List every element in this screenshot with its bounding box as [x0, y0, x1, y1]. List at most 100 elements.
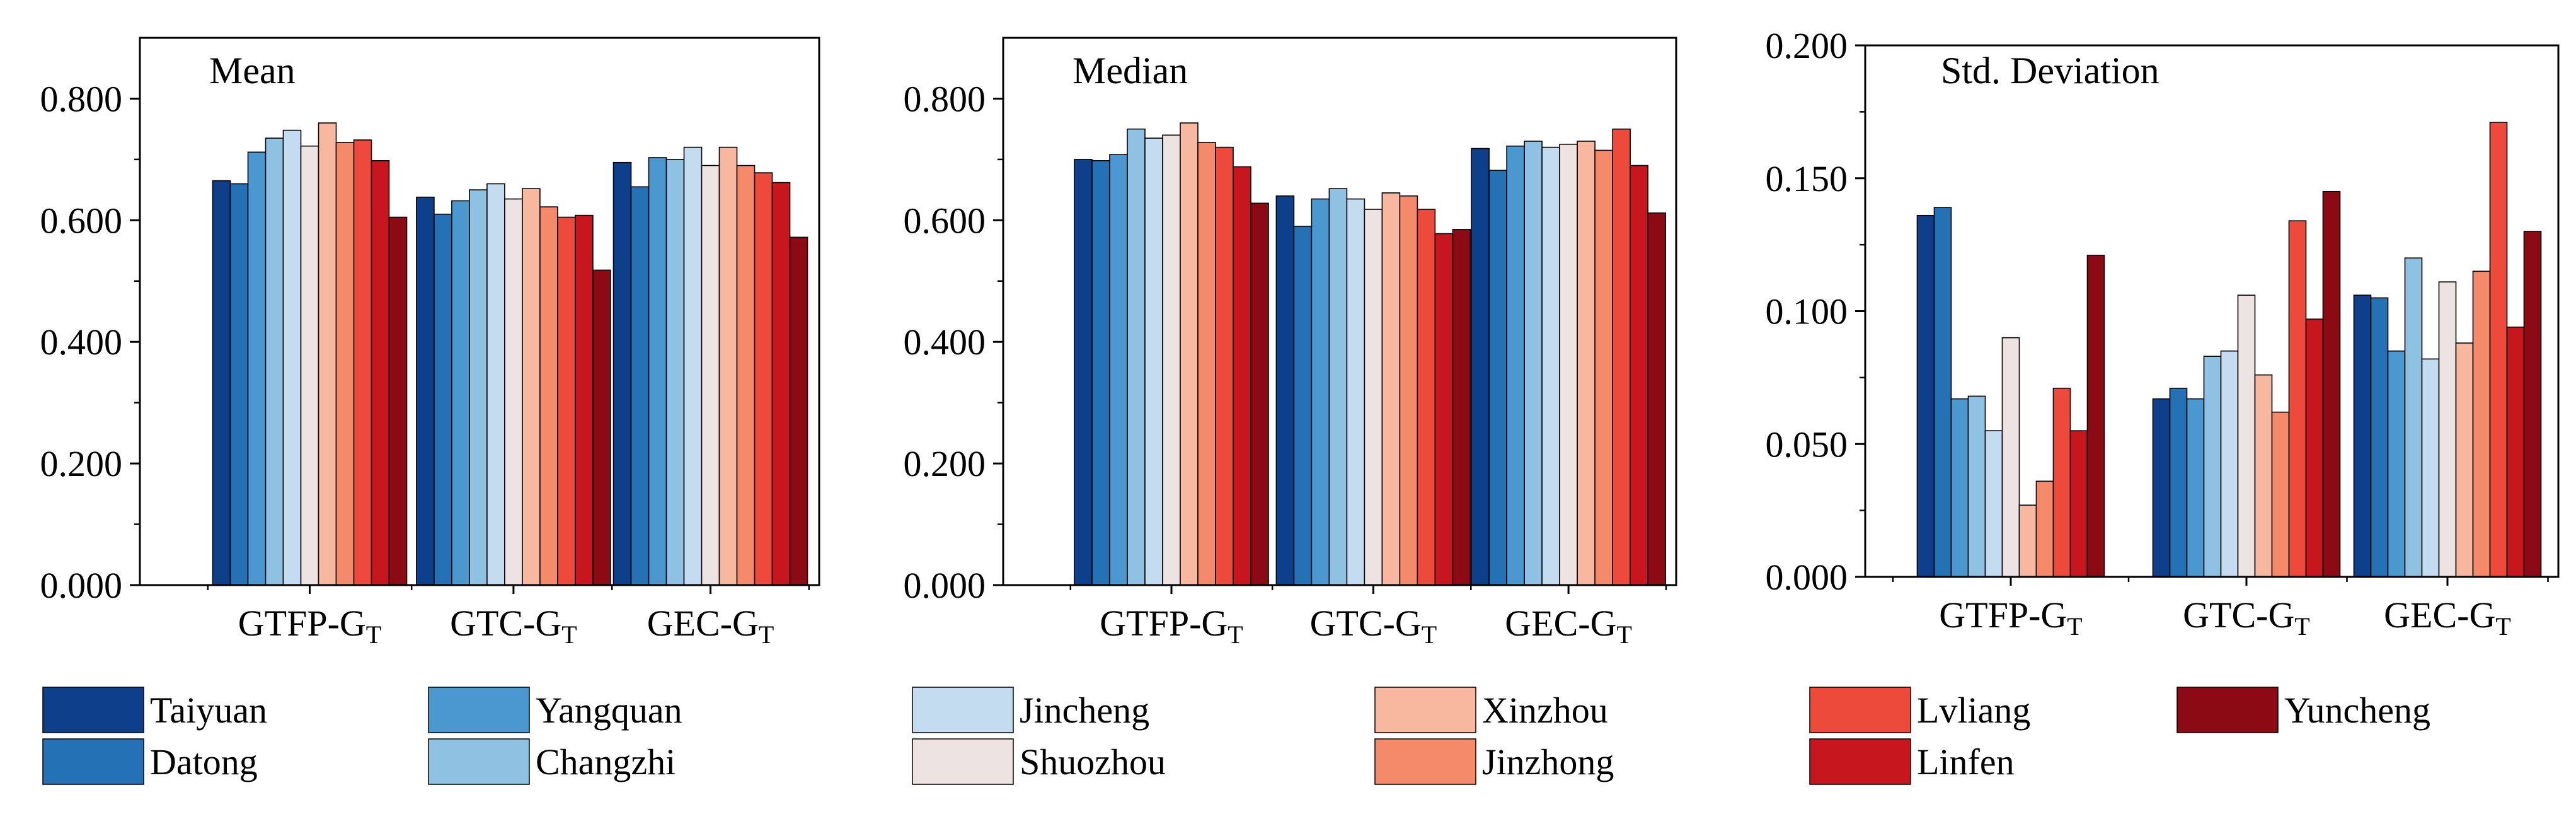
- bar-lvliang-1: [1215, 146, 1234, 586]
- legend-label: Taiyuan: [150, 690, 267, 731]
- bar-shuozhou-3: [2438, 281, 2457, 578]
- chart-panel-3: 0.000 0.050 0.100 0.150 0.200 GTFP-GT GTC-GT GE…: [1766, 25, 2560, 641]
- bar-linfen-3: [771, 182, 791, 586]
- bar-yangquan-3: [2387, 350, 2406, 578]
- bar-changzhi-1: [1967, 395, 1986, 578]
- y-tick-label: 0.400: [904, 322, 986, 363]
- y-tick-label: 0.000: [1766, 557, 1848, 598]
- bar-datong-2: [2169, 387, 2188, 578]
- bar-taiyuan-1: [212, 180, 231, 586]
- bar-jincheng-2: [2220, 350, 2239, 578]
- legend-label: Yuncheng: [2284, 690, 2430, 731]
- x-tick-label: GTFP-GT: [238, 603, 381, 649]
- x-tick-label: GTFP-GT: [1100, 603, 1243, 649]
- bar-changzhi-1: [1127, 128, 1146, 586]
- bar-linfen-1: [371, 160, 390, 586]
- bar-yangquan-3: [1506, 145, 1525, 586]
- bar-yuncheng-1: [2086, 255, 2105, 578]
- legend-item-xinzhou: Xinzhou: [1374, 687, 1608, 733]
- y-tick-label: 0.600: [904, 200, 986, 241]
- bar-xinzhou-3: [2455, 342, 2474, 578]
- bar-jinzhong-1: [335, 142, 355, 586]
- y-tick-label: 0.000: [40, 565, 123, 606]
- bar-taiyuan-3: [612, 161, 632, 586]
- chart-panels: 0.000 0.200 0.400 0.600 0.800 GTFP-GT GTC-GT GE…: [40, 25, 2560, 649]
- bar-changzhi-2: [469, 189, 488, 586]
- bar-linfen-2: [1434, 233, 1454, 586]
- legend-swatch: [42, 687, 144, 733]
- bar-datong-2: [1293, 226, 1313, 586]
- y-tick-label: 0.200: [904, 443, 986, 484]
- y-tick-label: 0.200: [40, 443, 123, 484]
- chart-title: Std. Deviation: [1941, 50, 2159, 91]
- bar-jinzhong-2: [2271, 411, 2290, 578]
- bar-jinzhong-3: [1594, 149, 1613, 586]
- bar-yuncheng-2: [1452, 228, 1471, 586]
- bar-jinzhong-3: [736, 165, 756, 586]
- bar-jincheng-3: [2421, 358, 2440, 578]
- bar-linfen-3: [1630, 165, 1648, 586]
- legend-item-shuozhou: Shuozhou: [912, 738, 1166, 785]
- bar-taiyuan-1: [1916, 214, 1935, 578]
- x-tick-label: GTC-GT: [2183, 595, 2310, 641]
- legend-label: Xinzhou: [1482, 690, 1608, 731]
- x-tick-label: GTC-GT: [450, 603, 577, 649]
- bar-lvliang-2: [557, 216, 576, 586]
- bar-shuozhou-2: [1364, 209, 1383, 586]
- legend-swatch: [1374, 738, 1476, 785]
- bar-taiyuan-2: [416, 196, 435, 586]
- legend-item-changzhi: Changzhi: [428, 738, 676, 785]
- bar-xinzhou-1: [318, 122, 337, 586]
- bar-yuncheng-3: [1647, 212, 1666, 586]
- y-tick-label: 0.800: [40, 78, 123, 119]
- x-tick-label: GTC-GT: [1310, 603, 1437, 649]
- bar-linfen-2: [575, 214, 594, 586]
- bar-jinzhong-1: [1197, 142, 1216, 586]
- bar-shuozhou-2: [504, 198, 523, 586]
- y-tick-label: 0.600: [40, 200, 123, 241]
- bar-yangquan-1: [1950, 398, 1969, 578]
- bar-datong-3: [1488, 170, 1507, 586]
- bar-changzhi-3: [2404, 257, 2423, 578]
- bar-shuozhou-1: [1162, 134, 1181, 586]
- bar-lvliang-3: [2489, 122, 2508, 578]
- bar-datong-1: [229, 183, 249, 586]
- y-tick-label: 0.000: [904, 565, 986, 606]
- legend-swatch: [1374, 687, 1476, 733]
- legend-label: Yangquan: [536, 690, 682, 731]
- bar-yangquan-3: [648, 157, 667, 586]
- legend-swatch: [42, 738, 144, 785]
- legend-item-yangquan: Yangquan: [428, 687, 682, 733]
- bar-jincheng-3: [683, 146, 703, 586]
- legend-swatch: [428, 687, 530, 733]
- bar-jincheng-1: [282, 129, 302, 586]
- bar-xinzhou-1: [1180, 122, 1199, 586]
- y-tick-label: 0.050: [1766, 424, 1848, 465]
- bar-jincheng-1: [1144, 137, 1163, 586]
- bar-taiyuan-1: [1074, 159, 1093, 586]
- bar-datong-3: [2370, 297, 2389, 578]
- bar-lvliang-1: [2052, 387, 2071, 578]
- bar-taiyuan-3: [2353, 294, 2372, 578]
- bar-yuncheng-3: [789, 236, 808, 586]
- legend-item-taiyuan: Taiyuan: [42, 687, 267, 733]
- bar-datong-1: [1091, 160, 1110, 586]
- legend-swatch: [912, 738, 1014, 785]
- bar-lvliang-3: [754, 172, 773, 586]
- bar-changzhi-3: [1524, 141, 1543, 586]
- bar-changzhi-1: [265, 137, 284, 586]
- x-tick-label: GTFP-GT: [1939, 595, 2082, 641]
- plot-frame: [139, 37, 820, 586]
- bar-yuncheng-2: [2322, 191, 2341, 578]
- bar-jinzhong-2: [1399, 195, 1418, 586]
- bar-jincheng-3: [1541, 146, 1560, 586]
- x-tick-label: GEC-GT: [647, 603, 774, 649]
- bar-shuozhou-3: [1559, 143, 1578, 586]
- y-tick-label: 0.100: [1766, 291, 1848, 332]
- bar-jinzhong-3: [2472, 270, 2491, 578]
- bar-datong-1: [1933, 207, 1952, 578]
- bar-changzhi-2: [1328, 188, 1348, 586]
- legend-swatch: [1809, 687, 1911, 733]
- bar-xinzhou-2: [2254, 374, 2273, 578]
